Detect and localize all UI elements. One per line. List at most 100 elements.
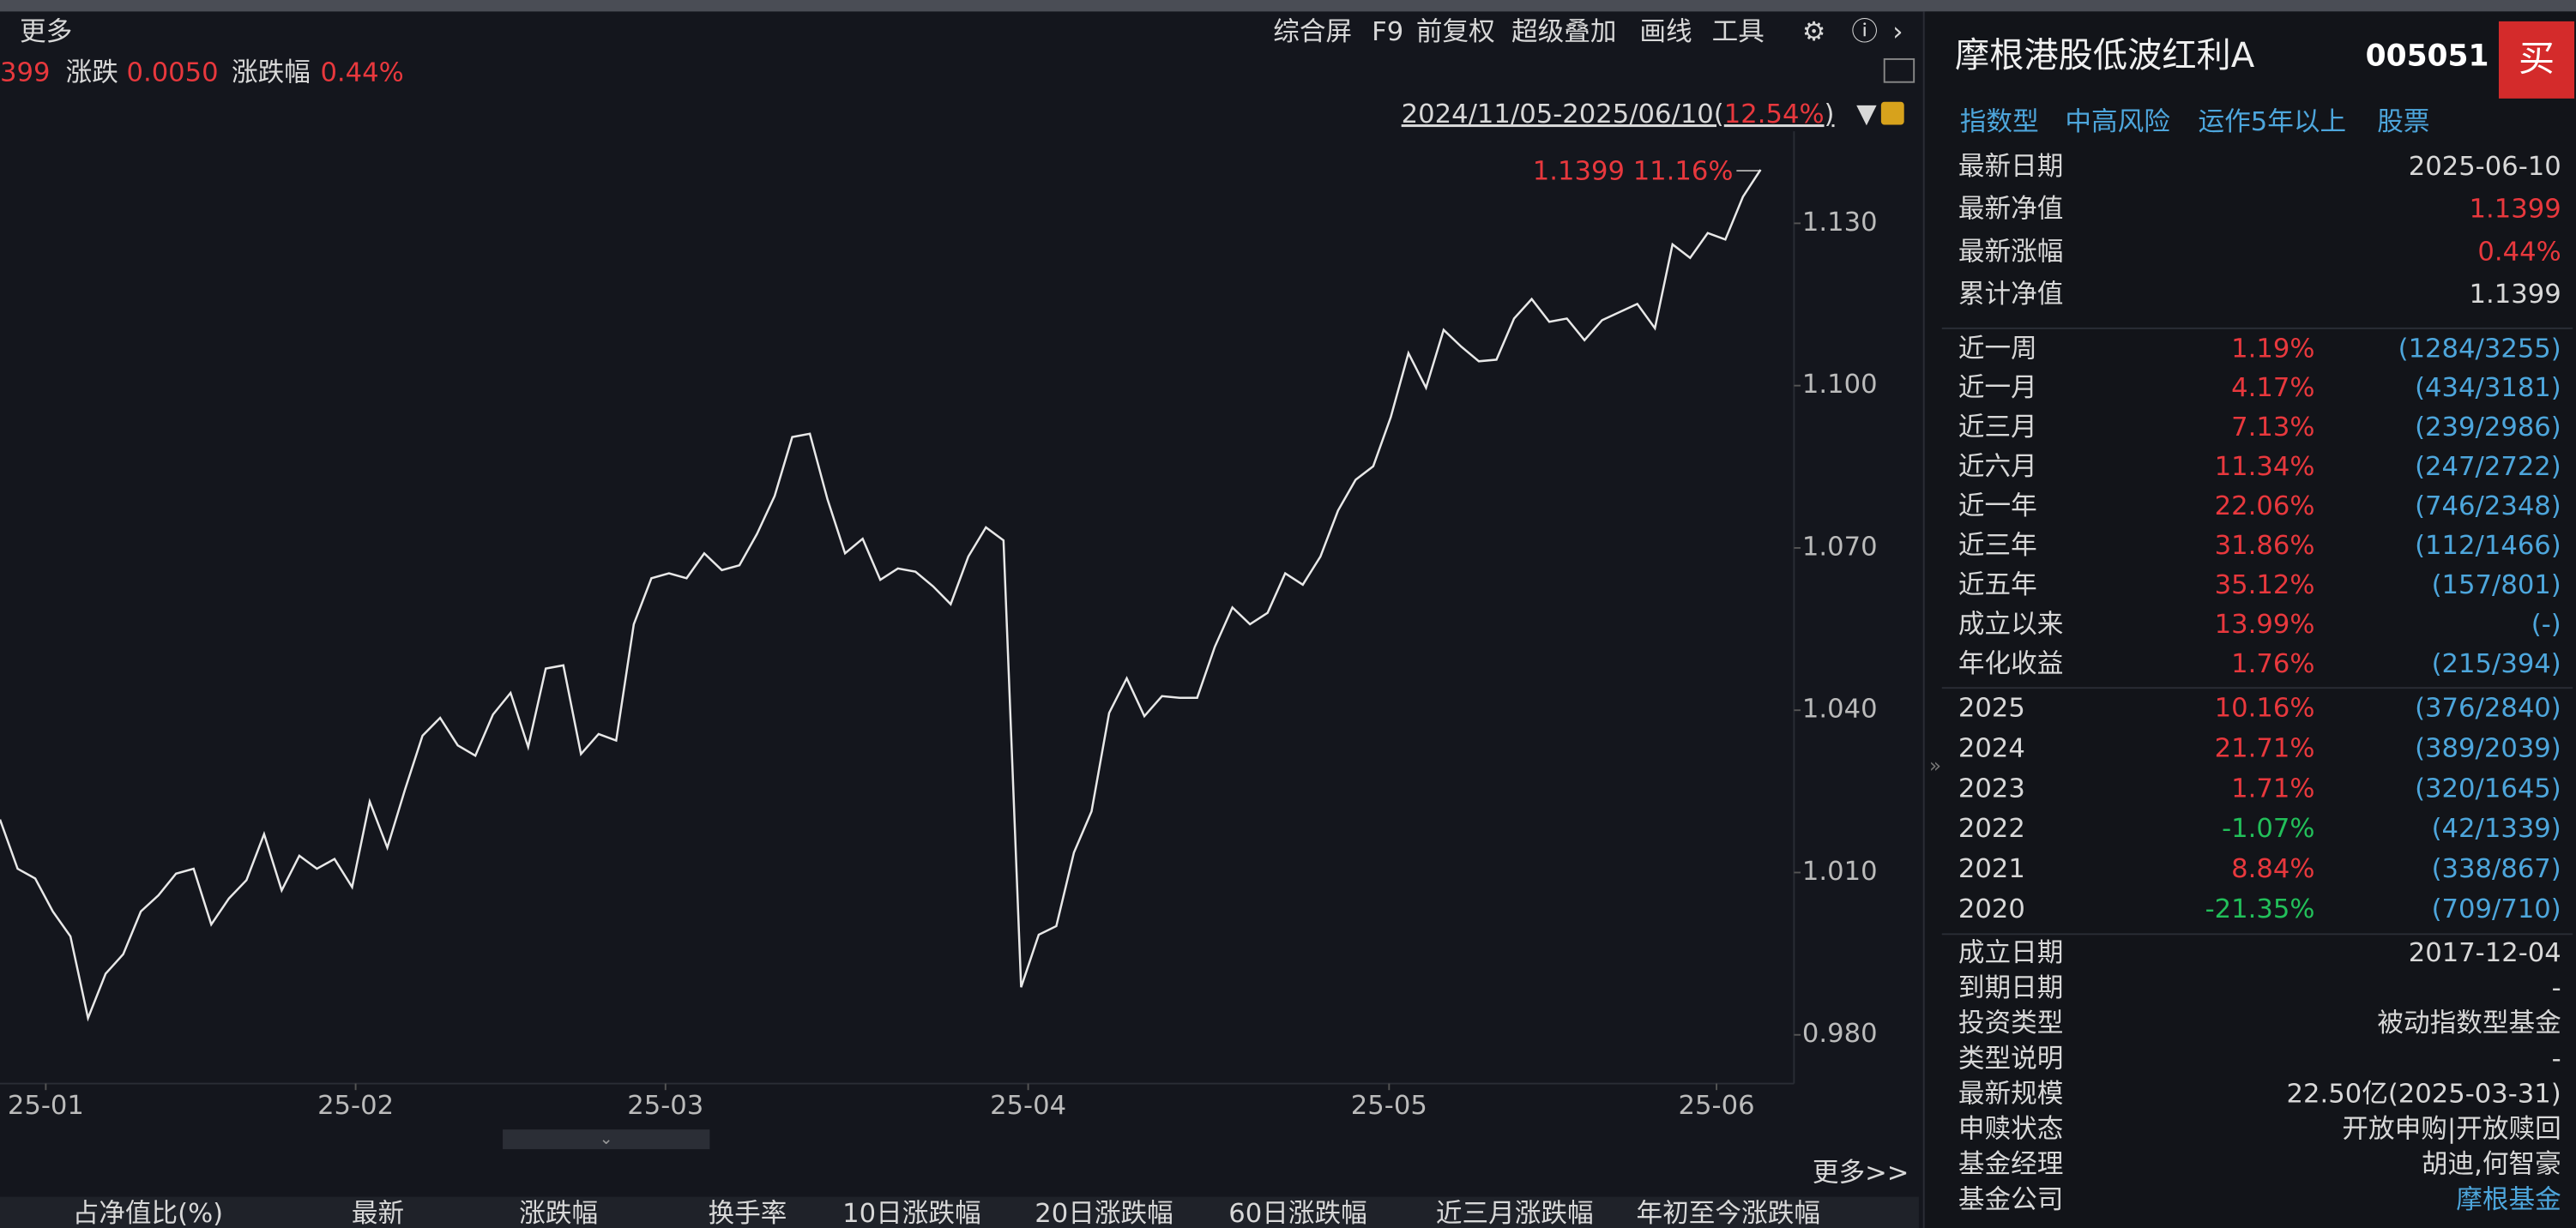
period-return: 21.71%	[2215, 733, 2315, 763]
period-label: 近一年	[1958, 491, 2037, 521]
info-label: 最新净值	[1958, 195, 2064, 225]
period-return: 1.76%	[2231, 649, 2314, 679]
column-header[interactable]: 年初至今涨跌幅	[1637, 1199, 1820, 1228]
change: 0.0050	[126, 58, 218, 88]
toolbar-item[interactable]: 前复权	[1416, 17, 1495, 47]
lock-icon[interactable]	[1880, 101, 1904, 125]
column-header[interactable]: 20日涨跌幅	[1035, 1199, 1173, 1228]
column-header[interactable]: 近三月涨跌幅	[1436, 1199, 1594, 1228]
info-label: 最新日期	[1958, 152, 2064, 182]
fund-tag[interactable]: 指数型	[1960, 107, 2039, 137]
fund-tag[interactable]: 运作5年以上	[2199, 107, 2347, 137]
period-label: 近一周	[1958, 334, 2037, 364]
fund-tag[interactable]: 中高风险	[2065, 107, 2170, 137]
period-rank: (239/2986)	[2415, 412, 2561, 442]
period-rank: (320/1645)	[2415, 774, 2561, 804]
period-rank: (709/710)	[2432, 894, 2561, 924]
settings-icon[interactable]: ⚙	[1802, 17, 1825, 47]
period-label: 2020	[1958, 894, 2025, 924]
pct-label: 涨跌幅	[232, 58, 311, 88]
cut-value: 399	[0, 58, 50, 88]
help-icon[interactable]: ⓘ	[1851, 17, 1878, 47]
info-value: 0.44%	[2477, 237, 2561, 267]
period-return: 35.12%	[2215, 570, 2315, 600]
detail-label: 申赎状态	[1958, 1115, 2064, 1145]
period-rank: (376/2840)	[2415, 694, 2561, 724]
toolbar-item[interactable]: 超级叠加	[1511, 17, 1617, 47]
column-header[interactable]: 10日涨跌幅	[842, 1199, 981, 1228]
info-value: 2025-06-10	[2409, 152, 2561, 182]
detail-value: 开放申购|开放赎回	[2342, 1115, 2561, 1145]
x-tick-label: 25-01	[8, 1091, 84, 1121]
detail-label: 投资类型	[1958, 1008, 2064, 1038]
period-label: 2021	[1958, 854, 2025, 884]
column-header[interactable]: 换手率	[708, 1199, 787, 1228]
period-label: 2025	[1958, 694, 2025, 724]
period-label: 2023	[1958, 774, 2025, 804]
period-return: -21.35%	[2205, 894, 2315, 924]
period-label: 近一月	[1958, 373, 2037, 403]
x-tick-label: 25-04	[990, 1091, 1066, 1121]
y-tick-label: 1.130	[1802, 208, 1878, 238]
detail-value: 22.50亿(2025-03-31)	[2287, 1079, 2561, 1109]
period-rank: (112/1466)	[2415, 531, 2561, 561]
period-return: 8.84%	[2231, 854, 2314, 884]
info-label: 最新涨幅	[1958, 237, 2064, 267]
info-value: 1.1399	[2470, 280, 2561, 310]
table-header-bg	[0, 1196, 1919, 1228]
buy-button[interactable]	[2498, 21, 2575, 99]
toolbar-item[interactable]: 画线	[1639, 17, 1692, 47]
period-return: 4.17%	[2231, 373, 2314, 403]
collapse[interactable]: »	[1929, 755, 1941, 778]
period-label: 年化收益	[1958, 649, 2064, 679]
bottom-more[interactable]: 更多>>	[1813, 1158, 1909, 1188]
period-label: 2022	[1958, 814, 2025, 844]
period-rank: (157/801)	[2432, 570, 2561, 600]
next-icon[interactable]: ›	[1892, 17, 1903, 47]
period-rank: (247/2722)	[2415, 452, 2561, 482]
detail-value: 胡迪,何智豪	[2422, 1150, 2561, 1180]
column-header[interactable]: 60日涨跌幅	[1228, 1199, 1367, 1228]
column-header[interactable]: 涨跌幅	[519, 1199, 598, 1228]
detail-label: 基金公司	[1958, 1185, 2064, 1215]
buy-label[interactable]: 买	[2519, 37, 2555, 79]
range[interactable]: 2024/11/05-2025/06/10(12.54%)	[1402, 99, 1835, 129]
x-tick-label: 25-02	[317, 1091, 394, 1121]
period-return: 1.71%	[2231, 774, 2314, 804]
fund-tag[interactable]: 股票	[2377, 107, 2429, 137]
period-rank: (215/394)	[2432, 649, 2561, 679]
range-close: )	[1825, 99, 1835, 129]
range-menu[interactable]: ▼	[1856, 99, 1877, 129]
detail-value: 2017-12-04	[2409, 938, 2561, 968]
period-rank: (1284/3255)	[2398, 334, 2561, 364]
column-header[interactable]: 最新	[352, 1199, 404, 1228]
detail-label: 成立日期	[1958, 938, 2064, 968]
more[interactable]: 更多	[20, 17, 72, 47]
y-tick-label: 1.100	[1802, 370, 1878, 400]
last-annotation: 1.1399 11.16%	[1533, 157, 1734, 187]
detail-label: 最新规模	[1958, 1079, 2064, 1109]
detail-label: 类型说明	[1958, 1044, 2064, 1074]
period-return: 10.16%	[2215, 694, 2315, 724]
info-label: 累计净值	[1958, 280, 2064, 310]
period-label: 2024	[1958, 733, 2025, 763]
toolbar-item[interactable]: 综合屏	[1273, 17, 1352, 47]
fund-code: 005051	[2366, 39, 2489, 74]
wp-icon[interactable]	[1883, 57, 1915, 83]
scroll-handle[interactable]	[503, 1129, 710, 1150]
toolbar-item[interactable]: 工具	[1712, 17, 1765, 47]
x-tick-label: 25-03	[627, 1091, 703, 1121]
y-tick-label: 0.980	[1802, 1019, 1878, 1049]
sidebar-bg	[1925, 11, 2576, 1228]
y-tick-label: 1.070	[1802, 532, 1878, 562]
y-tick-label: 1.040	[1802, 695, 1878, 725]
period-return: 1.19%	[2231, 334, 2314, 364]
period-rank: (389/2039)	[2415, 733, 2561, 763]
detail-label: 到期日期	[1958, 973, 2064, 1003]
toolbar-item[interactable]: F9	[1372, 17, 1403, 47]
fund-name: 摩根港股低波红利A	[1955, 36, 2255, 75]
period-return: -1.07%	[2222, 814, 2314, 844]
column-header[interactable]: 占净值比(%)	[73, 1199, 224, 1228]
period-rank: (338/867)	[2432, 854, 2561, 884]
